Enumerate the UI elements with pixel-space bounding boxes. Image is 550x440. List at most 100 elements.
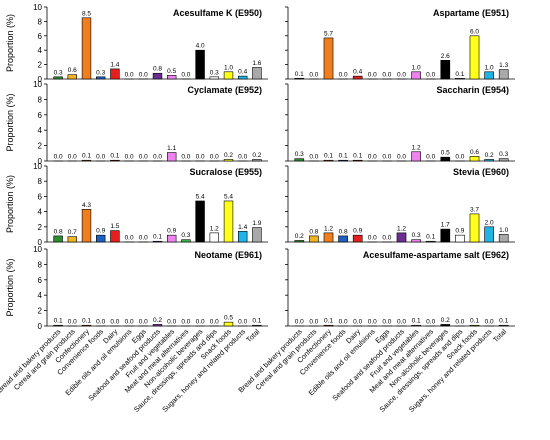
bar-6-12 — [455, 234, 465, 243]
panel-4: Saccharin (E954) 0.3 0.0 0.1 0.1 0.1 0.0 0.0 0.0… — [285, 83, 515, 162]
data-label: 1.4 — [110, 61, 119, 68]
bar-1-4 — [95, 76, 106, 80]
data-label: 0.0 — [54, 153, 63, 160]
bar-2-5 — [352, 75, 363, 80]
panel-title: Neotame (E961) — [194, 250, 262, 260]
bar-1-14 — [237, 75, 248, 80]
y-tick-label: 10 — [33, 3, 42, 12]
data-label: 0.0 — [181, 318, 190, 325]
bar-7-8 — [152, 324, 163, 327]
data-label: 0.0 — [382, 71, 391, 78]
bar-6-10 — [425, 240, 436, 243]
panel-6: Stevia (E960) 0.2 0.8 1.2 0.8 0.9 0.0 0.0 1.2 0.3… — [285, 165, 515, 243]
data-label: 0.1 — [353, 153, 362, 160]
data-label: 0.1 — [412, 318, 421, 325]
data-label: 0.1 — [499, 318, 508, 325]
data-label: 3.7 — [470, 206, 479, 213]
data-label: 0.0 — [139, 318, 148, 325]
bar-4-11 — [440, 156, 451, 162]
data-label: 0.0 — [181, 71, 190, 78]
data-label: 0.0 — [368, 318, 377, 325]
data-label: 0.0 — [382, 318, 391, 325]
bar-5-4 — [95, 234, 106, 243]
data-label: 1.0 — [485, 64, 494, 71]
data-label: 1.7 — [441, 222, 450, 229]
bar-5-12 — [209, 232, 220, 243]
data-label: 0.1 — [324, 318, 333, 325]
data-label: 0.3 — [412, 232, 421, 239]
data-label: 0.7 — [68, 229, 77, 236]
data-label: 0.2 — [224, 152, 233, 159]
y-axis-label: Proportion (%) — [5, 93, 15, 151]
panel-title: Cyclamate (E952) — [187, 85, 262, 95]
bar-7-1 — [53, 324, 63, 327]
y-tick-label: 2 — [38, 223, 43, 232]
bar-3-13 — [223, 159, 234, 162]
data-label: 0.1 — [153, 234, 162, 241]
y-tick-label: 6 — [38, 111, 43, 120]
data-label: 0.4 — [238, 69, 247, 76]
bar-6-13 — [469, 213, 480, 243]
data-label: 0.6 — [68, 67, 77, 74]
data-label: 8.5 — [82, 10, 91, 17]
panel-title: Stevia (E960) — [453, 167, 509, 177]
y-tick-label: 10 — [33, 80, 42, 89]
data-label: 0.0 — [309, 318, 318, 325]
panel-title: Saccharin (E954) — [436, 85, 509, 95]
data-label: 1.0 — [499, 227, 508, 234]
y-tick-label: 0 — [38, 238, 43, 247]
bar-2-13 — [469, 35, 480, 80]
data-label: 4.0 — [196, 43, 205, 50]
data-label: 0.0 — [339, 71, 348, 78]
panel-5: 0 2 4 6 8 10 Sucralose (E955) 0.8 0.7 4.3 0.9 1.5 0.… — [33, 162, 268, 247]
data-label: 2.0 — [485, 219, 494, 226]
data-label: 0.3 — [499, 151, 508, 158]
bar-4-15 — [498, 158, 509, 162]
data-label: 0.0 — [196, 318, 205, 325]
y-tick-label: 8 — [38, 260, 43, 269]
data-label: 1.5 — [110, 223, 119, 230]
data-label: 0.8 — [54, 228, 63, 235]
bar-1-11 — [195, 49, 205, 80]
bar-4-14 — [484, 159, 494, 162]
bar-1-2 — [67, 74, 78, 80]
data-label: 0.2 — [485, 152, 494, 159]
data-label: 0.0 — [68, 318, 77, 325]
data-label: 0.6 — [470, 149, 479, 156]
bar-5-9 — [166, 234, 177, 243]
y-axis-label: Proportion (%) — [5, 14, 15, 72]
data-label: 1.4 — [238, 224, 247, 231]
data-label: 0.0 — [210, 153, 219, 160]
bar-6-9 — [411, 239, 421, 243]
data-label: 0.0 — [125, 153, 134, 160]
bar-1-9 — [166, 75, 177, 80]
data-label: 0.0 — [125, 71, 134, 78]
data-label: 5.7 — [324, 30, 333, 37]
bar-2-1 — [294, 77, 305, 80]
bar-4-3 — [323, 159, 334, 162]
data-label: 0.1 — [339, 153, 348, 160]
y-tick-label: 8 — [38, 95, 43, 104]
bar-2-15 — [498, 69, 509, 80]
data-label: 5.4 — [196, 193, 205, 200]
data-label: 0.8 — [339, 228, 348, 235]
data-label: 1.3 — [499, 62, 508, 69]
bar-6-8 — [396, 232, 407, 243]
y-tick-label: 10 — [33, 245, 42, 254]
data-label: 0.0 — [167, 318, 176, 325]
y-tick-label: 0 — [38, 157, 43, 166]
data-label: 0.0 — [196, 153, 205, 160]
data-label: 0.1 — [455, 71, 464, 78]
bar-4-1 — [294, 158, 305, 162]
data-label: 0.9 — [353, 228, 362, 235]
data-label: 0.0 — [368, 234, 377, 241]
data-label: 0.0 — [125, 318, 134, 325]
bar-3-5 — [110, 159, 120, 162]
bar-8-11 — [440, 324, 451, 327]
data-label: 0.3 — [295, 151, 304, 158]
bar-5-2 — [67, 236, 78, 243]
data-label: 0.0 — [426, 71, 435, 78]
data-label: 0.0 — [96, 318, 105, 325]
data-label: 0.0 — [426, 153, 435, 160]
